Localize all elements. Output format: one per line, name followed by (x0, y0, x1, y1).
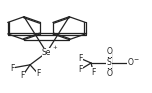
Text: S: S (107, 58, 112, 68)
Text: F: F (20, 71, 25, 80)
Text: F: F (78, 65, 83, 74)
Text: +: + (52, 45, 57, 50)
Text: F: F (91, 68, 95, 77)
Text: −: − (133, 57, 139, 62)
Text: F: F (78, 54, 83, 63)
Text: F: F (36, 69, 41, 78)
Text: O: O (106, 48, 112, 56)
Text: O: O (106, 69, 112, 78)
Text: Se: Se (42, 48, 51, 57)
Text: F: F (10, 64, 14, 73)
Text: O: O (127, 58, 133, 68)
